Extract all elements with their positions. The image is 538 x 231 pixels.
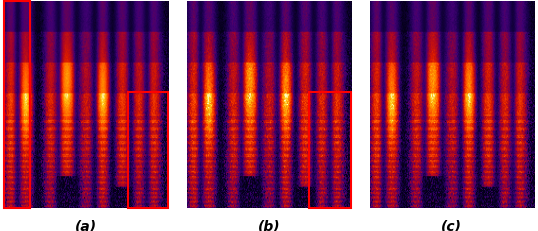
Text: (c): (c) [441,218,462,231]
Bar [128,93,168,208]
Bar [309,93,351,208]
Bar [4,2,30,208]
Text: (a): (a) [75,218,97,231]
Text: (b): (b) [258,218,280,231]
